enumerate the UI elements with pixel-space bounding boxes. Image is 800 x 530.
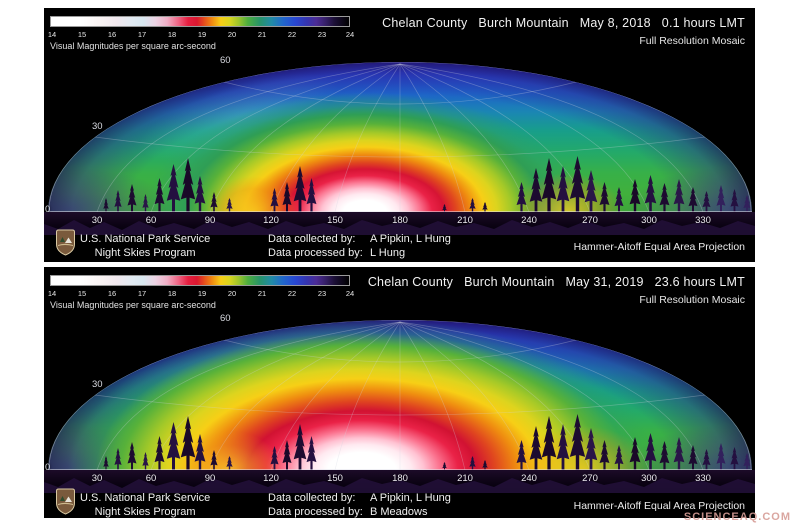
colorbar-caption: Visual Magnitudes per square arc-second <box>50 41 216 51</box>
foreground-terrain <box>44 212 755 235</box>
nps-arrowhead-logo <box>56 229 75 256</box>
altitude-label: 60 <box>220 313 231 324</box>
azimuth-label: 300 <box>641 215 657 226</box>
colorbar-tick: 14 <box>47 289 57 298</box>
horizon-line <box>48 211 752 212</box>
azimuth-label: 150 <box>327 473 343 484</box>
azimuth-label: 120 <box>263 473 279 484</box>
magnitude-colorbar <box>50 16 350 27</box>
colorbar-tick: 23 <box>317 289 327 298</box>
tree-silhouettes <box>48 62 752 212</box>
colorbar-tick: 21 <box>257 30 267 39</box>
azimuth-label: 30 <box>91 215 103 226</box>
colorbar-tick: 17 <box>137 289 147 298</box>
collected-label: Data collected by: <box>268 492 356 504</box>
watermark: SCIENCEAQ.COM <box>683 511 791 523</box>
azimuth-label: 120 <box>263 215 279 226</box>
colorbar-tick: 19 <box>197 289 207 298</box>
colorbar-tick: 23 <box>317 30 327 39</box>
azimuth-label: 210 <box>457 473 473 484</box>
colorbar-tick: 15 <box>77 289 87 298</box>
azimuth-label: 150 <box>327 215 343 226</box>
azimuth-label: 330 <box>695 215 711 226</box>
colorbar-tick: 20 <box>227 289 237 298</box>
sky-dome-projection <box>48 320 752 470</box>
credit-data: Data collected by: A Pipkin, L Hung Data… <box>268 232 451 260</box>
foreground-terrain <box>44 470 755 493</box>
azimuth-label: 240 <box>521 473 537 484</box>
panel-subtitle: Full Resolution Mosaic <box>639 294 745 306</box>
credit-organization: U.S. National Park Service Night Skies P… <box>80 491 210 518</box>
colorbar-tick: 22 <box>287 30 297 39</box>
processed-value: B Meadows <box>370 506 428 518</box>
colorbar-tick: 17 <box>137 30 147 39</box>
panel-title: Chelan County Burch Mountain May 8, 2018… <box>382 16 745 30</box>
azimuth-label: 60 <box>145 473 157 484</box>
colorbar-tick: 24 <box>345 30 355 39</box>
credit-org-line2: Night Skies Program <box>94 506 196 518</box>
colorbar-tick: 14 <box>47 30 57 39</box>
projection-label: Hammer-Aitoff Equal Area Projection <box>573 241 745 253</box>
panel-title: Chelan County Burch Mountain May 31, 201… <box>367 275 745 289</box>
processed-label: Data processed by: <box>268 247 363 259</box>
sky-panel-2018: 14 15 16 17 18 19 20 21 22 23 24 Visual … <box>44 8 755 262</box>
azimuth-label: 270 <box>582 215 598 226</box>
collected-label: Data collected by: <box>268 233 356 245</box>
azimuth-label: 270 <box>582 473 598 484</box>
horizon-line <box>48 469 752 470</box>
colorbar-caption: Visual Magnitudes per square arc-second <box>50 300 216 310</box>
altitude-label: 0 <box>45 204 51 215</box>
azimuth-label: 60 <box>145 215 157 226</box>
colorbar-tick: 16 <box>107 289 117 298</box>
altitude-label: 30 <box>92 379 103 390</box>
magnitude-colorbar <box>50 275 350 286</box>
colorbar-tick: 22 <box>287 289 297 298</box>
azimuth-label: 30 <box>91 473 103 484</box>
colorbar-tick: 16 <box>107 30 117 39</box>
tree-silhouettes <box>48 320 752 470</box>
azimuth-label: 180 <box>392 215 408 226</box>
colorbar-tick: 15 <box>77 30 87 39</box>
colorbar-tick: 24 <box>345 289 355 298</box>
processed-value: L Hung <box>370 247 406 259</box>
azimuth-label: 300 <box>641 473 657 484</box>
credit-org-line2: Night Skies Program <box>94 247 196 259</box>
credit-org-line1: U.S. National Park Service <box>80 233 211 245</box>
sky-panel-2019: 14 15 16 17 18 19 20 21 22 23 24 Visual … <box>44 267 755 518</box>
credit-data: Data collected by: A Pipkin, L Hung Data… <box>268 491 451 518</box>
colorbar-tick: 20 <box>227 30 237 39</box>
azimuth-label: 330 <box>695 473 711 484</box>
azimuth-label: 240 <box>521 215 537 226</box>
colorbar-tick: 21 <box>257 289 267 298</box>
colorbar-tick: 18 <box>167 30 177 39</box>
projection-label: Hammer-Aitoff Equal Area Projection <box>573 500 745 512</box>
credit-organization: U.S. National Park Service Night Skies P… <box>80 232 210 260</box>
colorbar-tick: 18 <box>167 289 177 298</box>
sky-dome-projection <box>48 62 752 212</box>
altitude-label: 60 <box>220 55 231 66</box>
panel-subtitle: Full Resolution Mosaic <box>639 35 745 47</box>
azimuth-label: 90 <box>204 473 216 484</box>
azimuth-label: 180 <box>392 473 408 484</box>
processed-label: Data processed by: <box>268 506 363 518</box>
collected-value: A Pipkin, L Hung <box>370 233 451 245</box>
azimuth-label: 210 <box>457 215 473 226</box>
credit-org-line1: U.S. National Park Service <box>80 492 211 504</box>
azimuth-label: 90 <box>204 215 216 226</box>
altitude-label: 0 <box>45 462 51 473</box>
nps-arrowhead-logo <box>56 488 75 515</box>
collected-value: A Pipkin, L Hung <box>370 492 451 504</box>
altitude-label: 30 <box>92 121 103 132</box>
colorbar-tick: 19 <box>197 30 207 39</box>
